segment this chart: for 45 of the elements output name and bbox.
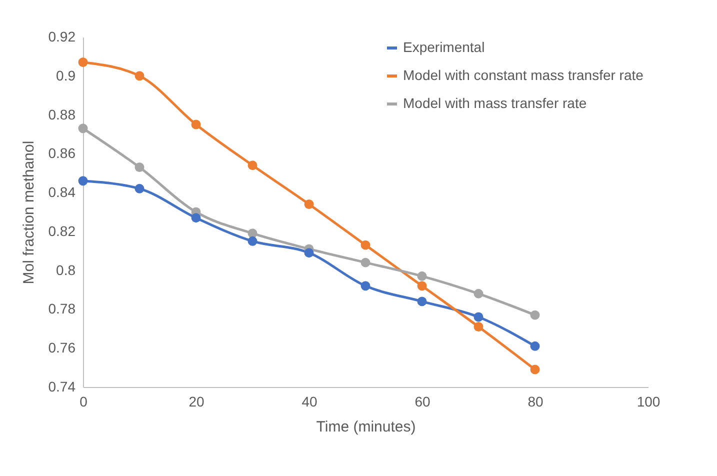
x-tick-label: 80 (528, 394, 544, 410)
point (530, 364, 540, 374)
point (530, 310, 540, 320)
point (78, 58, 88, 68)
legend-label: Model with constant mass transfer rate (403, 67, 644, 83)
y-tick-label: 0.74 (48, 378, 76, 394)
y-tick-label: 0.76 (48, 340, 76, 356)
point (78, 176, 88, 186)
y-tick-label: 0.8 (56, 262, 76, 278)
point (360, 281, 370, 291)
y-tick-label: 0.78 (48, 300, 76, 317)
point (78, 124, 88, 134)
point (474, 322, 484, 332)
point (417, 281, 427, 291)
point (304, 248, 314, 258)
point (191, 213, 201, 223)
x-tick-label: 20 (188, 394, 204, 410)
point (474, 312, 484, 322)
point (134, 162, 144, 172)
point (474, 288, 484, 298)
y-tick-label: 0.88 (48, 106, 76, 122)
y-tick-label: 0.86 (48, 145, 76, 162)
point (360, 258, 370, 268)
y-tick-label: 0.9 (56, 67, 76, 84)
point (360, 240, 370, 250)
y-axis-title: Mol fraction methanol (20, 140, 38, 284)
x-tick-label: 0 (80, 394, 88, 410)
legend-label: Model with mass transfer rate (403, 95, 587, 111)
x-tick-label: 40 (302, 394, 318, 410)
point (248, 160, 258, 170)
point (417, 296, 427, 306)
point (248, 236, 258, 246)
x-tick-label: 60 (414, 394, 430, 410)
point (304, 199, 314, 209)
point (134, 71, 144, 81)
point (530, 341, 540, 351)
y-tick-label: 0.84 (48, 184, 76, 200)
x-tick-label: 100 (636, 394, 660, 410)
point (134, 184, 144, 194)
x-axis-title: Time (minutes) (316, 418, 416, 436)
point (191, 120, 201, 130)
y-tick-label: 0.92 (48, 28, 76, 44)
point (417, 271, 427, 281)
legend-label: Experimental (403, 39, 485, 55)
y-tick-label: 0.82 (48, 222, 76, 239)
